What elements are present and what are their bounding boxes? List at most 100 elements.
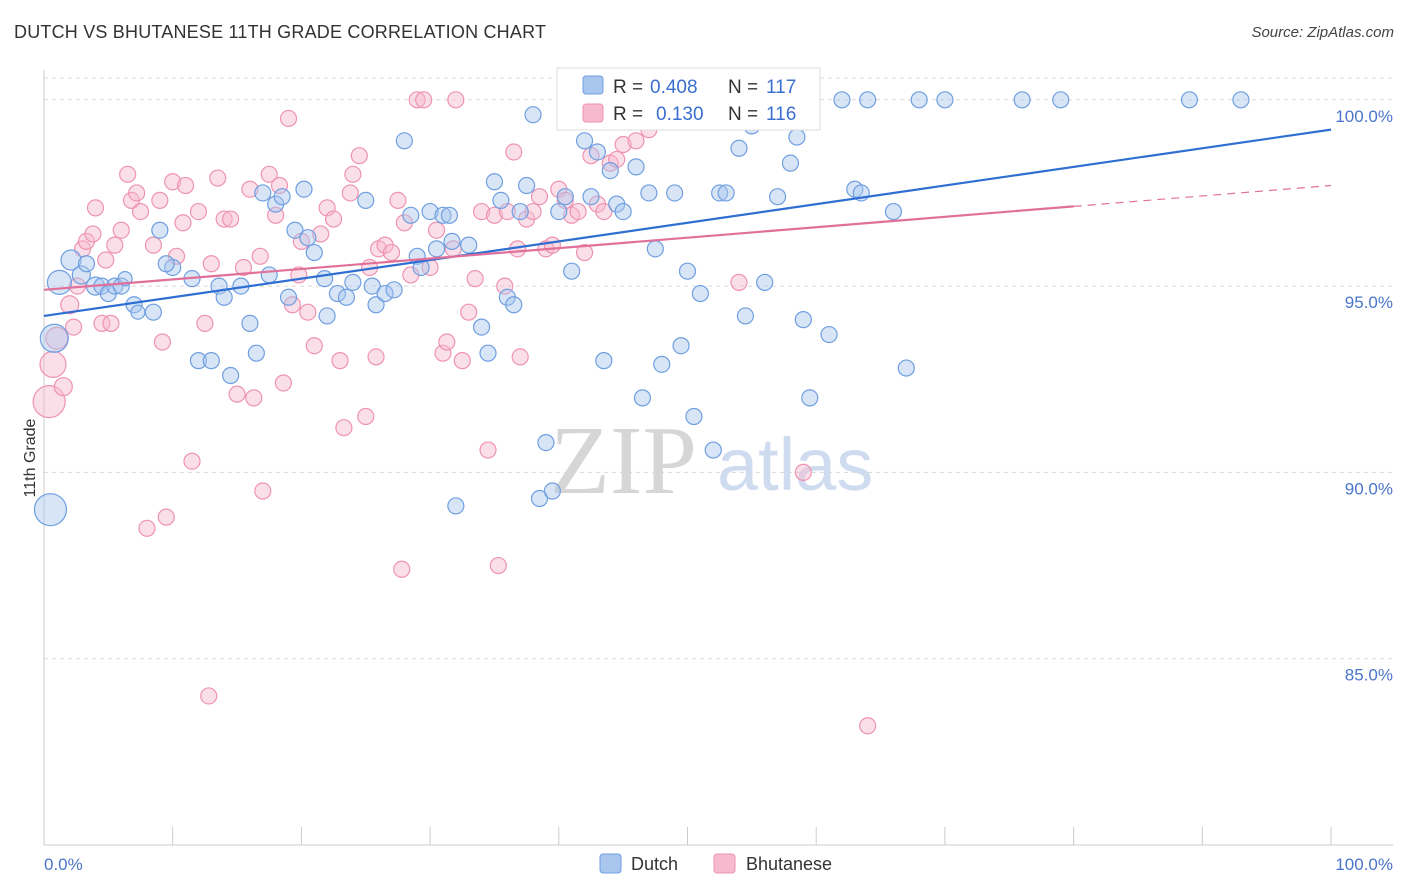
dutch-point <box>130 304 146 320</box>
bhutanese-point <box>331 352 349 370</box>
watermark-zip: ZIP <box>550 407 697 515</box>
dutch-point <box>189 352 208 370</box>
dutch-point <box>443 232 461 250</box>
bhutanese-point <box>341 184 359 202</box>
bhutanese-point <box>157 508 175 526</box>
dutch-point <box>794 311 812 329</box>
legend-bottom-swatch-dutch <box>599 853 622 874</box>
bhutanese-point <box>859 717 877 735</box>
dutch-point <box>318 307 336 325</box>
dutch-point <box>344 273 362 291</box>
legend-bottom-label-bhutanese: Bhutanese <box>746 854 832 874</box>
dutch-point <box>505 296 523 314</box>
dutch-point <box>367 296 385 314</box>
x-tick-label-min: 0.0% <box>44 855 83 874</box>
y-tick-label: 90.0% <box>1345 479 1393 498</box>
dutch-point <box>1180 91 1199 109</box>
legend-r-value-dutch: 0.408 <box>650 77 698 98</box>
legend-r-label-dutch: R = <box>613 77 643 98</box>
bhutanese-point <box>543 236 561 254</box>
bhutanese-point <box>39 350 67 378</box>
dutch-point <box>385 281 403 299</box>
bhutanese-point <box>569 202 587 221</box>
dutch-point <box>434 206 452 224</box>
dutch-point <box>588 143 607 161</box>
bhutanese-point <box>324 210 343 228</box>
bhutanese-point <box>102 314 120 332</box>
bhutanese-point <box>245 389 263 407</box>
bhutanese-point <box>434 344 452 362</box>
dutch-point <box>112 277 130 295</box>
dutch-point <box>222 366 240 385</box>
bhutanese-point <box>299 303 317 321</box>
bhutanese-point <box>393 560 411 578</box>
bhutanese-point <box>447 91 465 109</box>
dutch-point <box>717 184 735 202</box>
bhutanese-point <box>60 295 80 315</box>
bhutanese-point <box>86 199 105 217</box>
dutch-point <box>653 355 671 373</box>
bhutanese-point <box>53 377 73 397</box>
dutch-point <box>295 180 313 198</box>
axes <box>43 70 1393 846</box>
dutch-point <box>595 352 613 370</box>
bhutanese-point <box>279 109 298 128</box>
dutch-point <box>1052 91 1070 109</box>
dutch-point <box>485 173 504 191</box>
bhutanese-point <box>144 236 162 254</box>
bhutanese-point <box>153 333 172 351</box>
dutch-point <box>447 497 465 515</box>
dutch-point <box>550 202 568 221</box>
dutch-point <box>736 307 755 325</box>
dutch-point <box>640 184 658 202</box>
bhutanese-point <box>183 452 201 470</box>
bhutanese-point <box>595 202 613 221</box>
dutch-point <box>305 243 323 262</box>
bhutanese-point <box>415 91 433 109</box>
dutch-point <box>678 262 697 280</box>
dutch-point <box>299 229 317 247</box>
bhutanese-point <box>357 407 375 426</box>
bhutanese-point <box>222 210 240 228</box>
dutch-point <box>328 284 347 303</box>
series-dutch-points <box>33 91 1250 527</box>
dutch-point <box>33 493 68 527</box>
y-tick-label: 85.0% <box>1345 666 1393 685</box>
bhutanese-point <box>389 191 407 210</box>
dutch-point <box>77 255 96 273</box>
bhutanese-point <box>485 206 504 224</box>
y-axis-label: 11th Grade <box>22 418 39 497</box>
bhutanese-point <box>466 270 484 288</box>
dutch-point <box>247 344 265 362</box>
y-tick-label: 100.0% <box>1335 107 1393 126</box>
dutch-point <box>157 255 175 273</box>
dutch-point <box>202 352 220 370</box>
bhutanese-point <box>511 348 529 366</box>
bhutanese-point <box>408 91 426 109</box>
dutch-point <box>460 236 478 254</box>
dutch-point <box>524 106 542 124</box>
dutch-point <box>820 325 838 344</box>
source-label: Source: ZipAtlas.com <box>1251 24 1394 41</box>
watermark-atlas: atlas <box>717 423 873 506</box>
legend-r-label-bhutanese: R = <box>613 104 643 125</box>
dutch-point <box>556 188 574 206</box>
bhutanese-point <box>200 687 218 705</box>
legend-swatch-dutch <box>582 75 604 95</box>
dutch-point <box>833 91 851 109</box>
bhutanese-point <box>274 374 292 392</box>
dutch-point <box>897 359 915 377</box>
dutch-trend-line <box>43 128 1332 318</box>
bhutanese-point <box>530 188 549 206</box>
dutch-point <box>511 202 529 221</box>
legend-bottom: Dutch Bhutanese <box>599 853 832 874</box>
bhutanese-point <box>575 243 594 262</box>
bhutanese-point <box>524 202 542 221</box>
dutch-point <box>395 132 413 150</box>
bhutanese-point <box>174 214 192 232</box>
dutch-point <box>601 162 619 180</box>
dutch-point <box>910 91 928 109</box>
grid-lines <box>44 77 1393 660</box>
dutch-point <box>273 188 291 206</box>
